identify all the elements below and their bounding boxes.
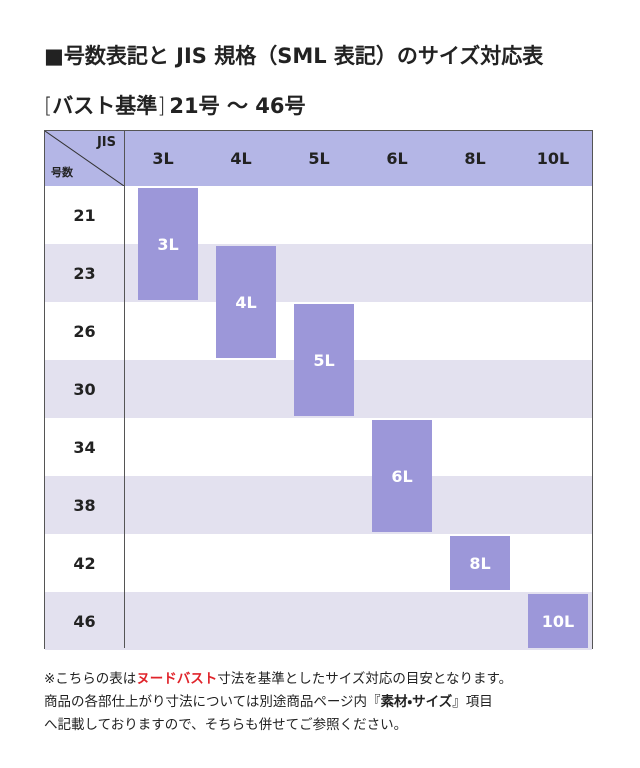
column-label: 6L (386, 149, 408, 168)
column-label: 5L (308, 149, 330, 168)
note-text: ※こちらの表は (44, 671, 137, 687)
note-text: 素材・サイズ (380, 694, 453, 710)
subtitle: [バスト基準] 21号 ～ 46号 (44, 90, 305, 120)
column-label: 4L (230, 149, 252, 168)
row-bg (45, 418, 592, 476)
row-bg (45, 592, 592, 650)
diagonal (45, 131, 124, 186)
note: ※こちらの表はヌードバスト寸法を基準としたサイズ対応の目安となります。 商品の各部… (44, 668, 512, 737)
note-line: へ記載しておりますので、そちらも併せてご参照ください。 (44, 714, 512, 737)
corner-bottom: 号数 (51, 166, 73, 179)
note-text: 商品の各部仕上がり寸法については別途商品ページ内『 (44, 694, 381, 710)
row-label: 26 (73, 321, 96, 341)
title: ■号数表記と JIS 規格（SML 表記）のサイズ対応表 (44, 44, 544, 68)
note-text: ヌードバスト (136, 671, 218, 687)
size-block: 4L (216, 246, 276, 358)
size-block: 8L (450, 536, 510, 590)
size-block: 3L (138, 188, 198, 300)
header-bg (45, 131, 592, 186)
note-line: ※こちらの表はヌードバスト寸法を基準としたサイズ対応の目安となります。 (44, 668, 512, 691)
row-label: 42 (73, 553, 96, 573)
row-label: 46 (73, 611, 96, 631)
bracket: ] (157, 94, 166, 118)
row-label: 38 (73, 495, 96, 515)
size-block: 6L (372, 420, 432, 532)
row-label: 21 (73, 205, 96, 225)
range: 21号 ～ 46号 (169, 94, 306, 118)
column-label: 3L (152, 149, 174, 168)
column-label: 10L (536, 149, 570, 168)
corner: JIS 号数 (45, 131, 124, 186)
note-text: 寸法を基準としたサイズ対応の目安となります。 (217, 671, 513, 687)
corner-top: JIS (96, 135, 116, 150)
row-bg (45, 186, 592, 244)
bracket: [ (44, 94, 53, 118)
size-block: 10L (528, 594, 588, 648)
column-label: 8L (464, 149, 486, 168)
left-border (124, 131, 125, 648)
basis: バスト基準 (52, 94, 158, 118)
row-label: 23 (73, 263, 96, 283)
size-table: 21 23 26 30 34 38 42 46 3L 4L 5L 6L 8L 10L JIS 号数 3L 4L 5L… (44, 130, 593, 650)
row-bg (45, 476, 592, 534)
note-text: 』項目 (452, 694, 493, 710)
row-label: 34 (73, 437, 96, 457)
note-line: 商品の各部仕上がり寸法については別途商品ページ内『素材・サイズ』項目 (44, 691, 512, 714)
row-label: 30 (73, 379, 96, 399)
note-text: へ記載しておりますので、そちらも併せてご参照ください。 (44, 717, 408, 733)
size-block: 5L (294, 304, 354, 416)
row-bg (45, 244, 592, 302)
